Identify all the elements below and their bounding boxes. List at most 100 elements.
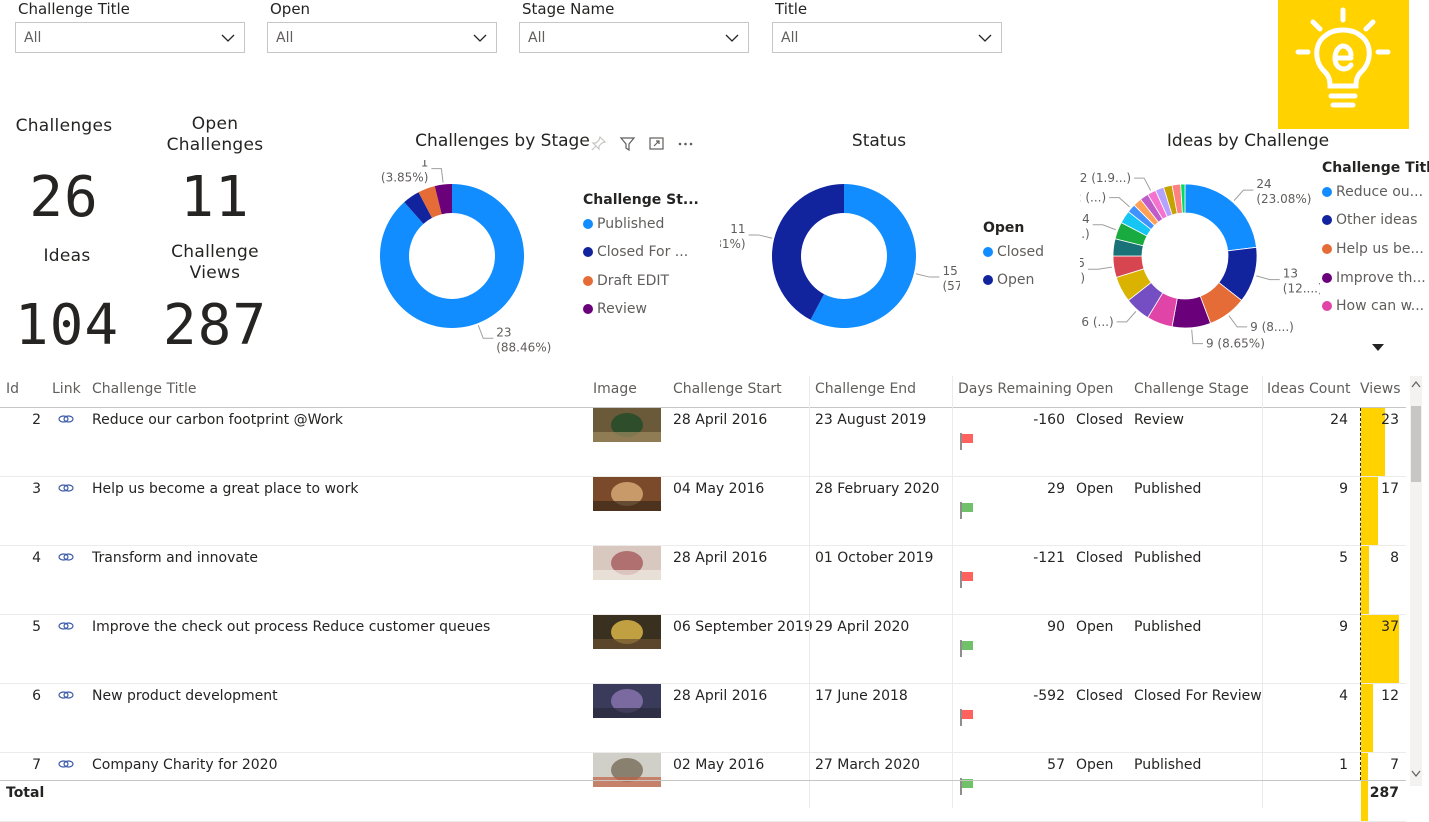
legend-item-published[interactable]: Published [583, 216, 664, 232]
leader-line [1134, 177, 1152, 191]
table-row[interactable]: 2 Reduce our carbon footprint @Work 28 Apr… [0, 408, 1406, 477]
cell-ideas-count: 5 [1339, 550, 1348, 566]
cell-challenge-end: 28 February 2020 [815, 481, 940, 497]
donut-slice[interactable] [404, 192, 433, 224]
table-row[interactable]: 4 Transform and innovate 28 April 2016 01 O… [0, 546, 1406, 615]
column-divider [809, 376, 810, 808]
data-label: 11 [730, 222, 745, 236]
header-image[interactable]: Image [593, 381, 637, 397]
header-link[interactable]: Link [52, 381, 81, 397]
cell-challenge-title: Company Charity for 2020 [92, 757, 278, 773]
header-challenge-stage[interactable]: Challenge Stage [1134, 381, 1249, 397]
legend-item-closed-for[interactable]: Closed For ... [583, 244, 688, 260]
challenge-image-thumbnail [593, 477, 661, 511]
data-label-percent: (23.08%) [1256, 192, 1311, 206]
cell-days-remaining: 29 [1047, 481, 1065, 497]
slicer-value: All [24, 29, 42, 46]
slicer-dropdown[interactable]: All [267, 22, 497, 53]
link-icon[interactable] [58, 551, 74, 563]
legend-item-how-can[interactable]: How can w... [1322, 298, 1424, 314]
slicer-dropdown[interactable]: All [772, 22, 1002, 53]
link-icon[interactable] [58, 413, 74, 425]
scroll-up-icon[interactable] [1411, 380, 1421, 388]
table-row[interactable]: 6 New product development 28 April 2016 17 … [0, 684, 1406, 753]
leader-line [1116, 311, 1137, 323]
chart-title-stage: Challenges by Stage [415, 131, 590, 151]
scroll-down-icon[interactable] [1411, 770, 1421, 778]
cell-challenge-stage: Published [1134, 550, 1202, 566]
chart-title-ideas: Ideas by Challenge [1166, 131, 1330, 151]
legend-item-review[interactable]: Review [583, 301, 647, 317]
donut-slice[interactable] [1184, 183, 1257, 252]
slicer-stage-name: Stage Name All [519, 0, 749, 53]
cell-challenge-stage: Closed For Review [1134, 688, 1262, 704]
link-icon[interactable] [58, 620, 74, 632]
donut-slice[interactable] [434, 184, 452, 215]
link-icon[interactable] [58, 482, 74, 494]
table-row[interactable]: 5 Improve the check out process Reduce cu… [0, 615, 1406, 684]
filter-icon[interactable] [619, 135, 636, 152]
more-options-icon[interactable] [677, 135, 694, 152]
data-label: 4 [1082, 212, 1090, 226]
legend-label: Open [997, 272, 1035, 288]
legend-item-reduce[interactable]: Reduce ou... [1322, 184, 1423, 200]
donut-slice[interactable] [1180, 183, 1186, 214]
header-ideas-count[interactable]: Ideas Count [1267, 381, 1351, 397]
chart-title-status: Status [851, 131, 907, 151]
pin-icon[interactable] [590, 135, 607, 152]
data-label-percent: (57.69%) [942, 279, 960, 293]
cell-days-remaining: -160 [1033, 412, 1065, 428]
legend-item-closed[interactable]: Closed [983, 244, 1044, 260]
link-icon[interactable] [58, 758, 74, 770]
challenge-image-thumbnail [593, 546, 661, 580]
header-challenge-end[interactable]: Challenge End [815, 381, 917, 397]
legend-dot [583, 219, 593, 229]
header-views[interactable]: Views [1360, 381, 1401, 397]
data-label-percent: (4....) [1080, 271, 1085, 285]
header-challenge-start[interactable]: Challenge Start [673, 381, 782, 397]
views-data-bar [1361, 753, 1368, 821]
donut-slice[interactable] [380, 184, 524, 328]
header-days-remaining[interactable]: Days Remaining [958, 381, 1072, 397]
cell-days-remaining: -592 [1033, 688, 1065, 704]
table-scrollbar[interactable] [1410, 376, 1422, 786]
header-id[interactable]: Id [6, 381, 20, 397]
link-icon[interactable] [58, 689, 74, 701]
column-divider [952, 376, 953, 808]
header-open[interactable]: Open [1076, 381, 1114, 397]
chevron-down-icon [725, 34, 739, 42]
leader-line [915, 273, 940, 278]
cell-challenge-stage: Review [1134, 412, 1184, 428]
donut-slice[interactable] [810, 184, 916, 328]
legend-scroll-down-icon[interactable] [1371, 342, 1385, 352]
cell-id: 6 [32, 688, 41, 704]
focus-mode-icon[interactable] [648, 135, 665, 152]
cell-challenge-stage: Published [1134, 481, 1202, 497]
donut-slice[interactable] [772, 184, 844, 320]
slicer-dropdown[interactable]: All [519, 22, 749, 53]
header-challenge-title[interactable]: Challenge Title [92, 381, 197, 397]
legend-item-draft-edit[interactable]: Draft EDIT [583, 273, 669, 289]
donut-slice[interactable] [418, 186, 442, 218]
data-label: 6 (...) [1081, 315, 1113, 329]
cell-views: 7 [1390, 757, 1399, 773]
slicer-title-filter: Title All [772, 0, 1002, 53]
cell-views: 12 [1381, 688, 1399, 704]
data-label-percent: (12....) [1283, 282, 1320, 296]
red-flag-icon [960, 433, 973, 450]
data-label-percent: (3.8...) [1080, 227, 1090, 241]
legend-item-open[interactable]: Open [983, 272, 1034, 288]
cell-id: 2 [32, 412, 41, 428]
slicer-value: All [528, 29, 546, 46]
legend-item-improve[interactable]: Improve th... [1322, 270, 1426, 286]
lightbulb-icon [1295, 7, 1391, 108]
cell-views: 23 [1381, 412, 1399, 428]
scrollbar-thumb[interactable] [1411, 406, 1421, 482]
table-row[interactable]: 3 Help us become a great place to work 04 … [0, 477, 1406, 546]
legend-item-help[interactable]: Help us be... [1322, 241, 1424, 257]
challenge-image-thumbnail [593, 753, 661, 787]
legend-item-other[interactable]: Other ideas [1322, 212, 1417, 228]
cell-challenge-title: Transform and innovate [92, 550, 259, 566]
green-flag-icon [960, 502, 973, 519]
slicer-dropdown[interactable]: All [15, 22, 245, 53]
